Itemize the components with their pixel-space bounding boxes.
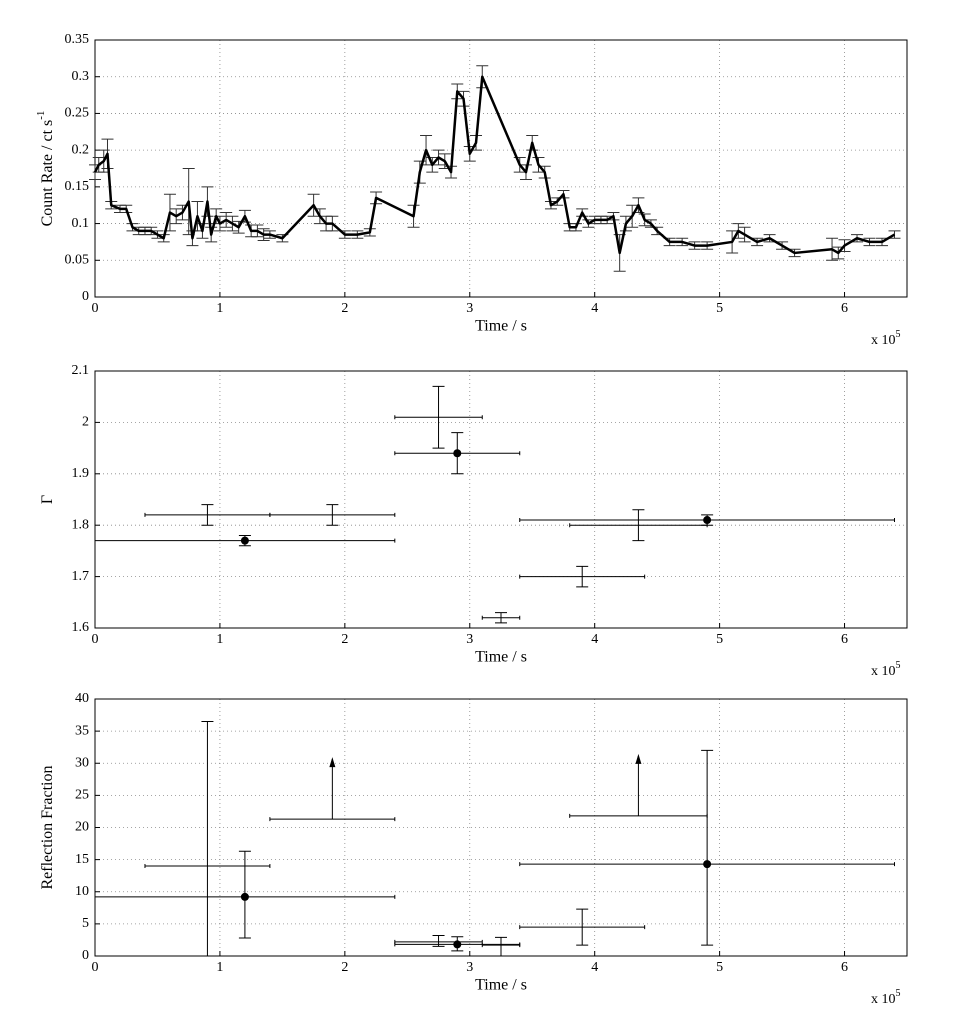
- point: [240, 892, 249, 901]
- y-axis-label-text: Γ: [39, 495, 56, 504]
- y-tick-label: 20: [75, 820, 89, 835]
- x-multiplier-exponent: 5: [896, 988, 901, 999]
- y-error-bar: [326, 504, 339, 526]
- y-error-bar: [201, 504, 214, 526]
- y-error-bar: [576, 565, 589, 588]
- x-multiplier: x 105: [871, 660, 901, 679]
- axes-frame: [94, 370, 908, 629]
- x-tick-label: 1: [216, 301, 223, 316]
- x-tick-label: 1: [216, 632, 223, 647]
- y-error-bar: [632, 509, 645, 542]
- x-axis-label: Time / s: [475, 649, 527, 666]
- y-tick-label: 0.3: [72, 69, 90, 84]
- x-multiplier-base: x 10: [871, 664, 896, 679]
- x-tick-label: 3: [466, 960, 473, 975]
- y-tick-label: 1.9: [72, 466, 90, 481]
- y-tick-label: 0.15: [65, 179, 90, 194]
- y-tick-label: 0: [82, 948, 89, 963]
- y-axis-label-text: Count Rate / ct s: [39, 120, 56, 227]
- y-axis-label: Γ: [39, 495, 56, 504]
- x-tick-label: 6: [841, 960, 848, 975]
- x-axis-label: Time / s: [475, 977, 527, 994]
- x-tick-label: 4: [591, 960, 598, 975]
- plot-area: [95, 699, 907, 956]
- y-tick-label: 1.8: [72, 517, 90, 532]
- y-tick-label: 30: [75, 755, 89, 770]
- arrow-head: [635, 753, 642, 764]
- x-tick-label: 0: [92, 301, 99, 316]
- x-tick-label: 5: [716, 301, 723, 316]
- y-tick-label: 0.1: [72, 216, 90, 231]
- x-tick-label: 6: [841, 632, 848, 647]
- y-tick-label: 25: [75, 788, 89, 803]
- y-tick-label: 2: [82, 415, 89, 430]
- count-rate-line: [93, 75, 896, 255]
- y-axis-label: Reflection Fraction: [39, 766, 56, 890]
- x-tick-label: 0: [92, 960, 99, 975]
- y-error-bar: [495, 612, 507, 624]
- y-tick-label: 0.25: [65, 106, 90, 121]
- plot-area: [95, 371, 907, 628]
- x-tick-label: 4: [591, 301, 598, 316]
- y-tick-label: 1.6: [72, 620, 90, 635]
- x-multiplier-exponent: 5: [896, 660, 901, 671]
- x-tick-label: 2: [341, 301, 348, 316]
- y-tick-label: 0.35: [65, 32, 90, 47]
- y-error-bar: [495, 936, 507, 957]
- y-axis-label-text: Reflection Fraction: [39, 766, 56, 890]
- x-tick-label: 5: [716, 632, 723, 647]
- arrow-head: [329, 757, 336, 768]
- y-axis-label: Count Rate / ct s-1: [35, 111, 56, 227]
- y-error-bar: [701, 749, 714, 946]
- x-tick-label: 3: [466, 632, 473, 647]
- x-tick-label: 0: [92, 632, 99, 647]
- panel: 0 1 2 3 4 5 6 0 0.05 0.1 0.15 0.2 0.25 0.3 0.35 Time / …: [35, 32, 908, 348]
- x-tick-label: 5: [716, 960, 723, 975]
- y-tick-label: 2.1: [72, 363, 90, 378]
- x-multiplier-base: x 10: [871, 333, 896, 348]
- y-tick-label: 5: [82, 916, 89, 931]
- x-tick-label: 1: [216, 960, 223, 975]
- x-multiplier-base: x 10: [871, 992, 896, 1007]
- point: [703, 860, 712, 869]
- y-tick-label: 10: [75, 884, 89, 899]
- x-multiplier: x 105: [871, 988, 901, 1007]
- x-tick-label: 6: [841, 301, 848, 316]
- point: [453, 940, 462, 949]
- y-axis-label-exponent: -1: [35, 111, 47, 120]
- y-tick-label: 0.2: [72, 142, 90, 157]
- x-axis-label: Time / s: [475, 318, 527, 335]
- plot-area: [95, 40, 907, 297]
- y-error-bar: [201, 720, 214, 957]
- x-multiplier: x 105: [871, 329, 901, 348]
- x-multiplier-exponent: 5: [896, 329, 901, 340]
- point: [703, 516, 712, 525]
- y-tick-label: 35: [75, 723, 89, 738]
- x-tick-label: 3: [466, 301, 473, 316]
- x-tick-label: 2: [341, 960, 348, 975]
- y-tick-label: 1.7: [72, 569, 90, 584]
- x-tick-label: 4: [591, 632, 598, 647]
- y-tick-label: 15: [75, 852, 89, 867]
- y-tick-label: 0: [82, 289, 89, 304]
- point: [453, 449, 462, 458]
- x-tick-label: 2: [341, 632, 348, 647]
- y-tick-label: 40: [75, 691, 89, 706]
- y-tick-label: 0.05: [65, 253, 90, 268]
- y-error-bar: [432, 385, 445, 449]
- y-error-bar: [576, 908, 589, 946]
- x-error-bar: [269, 817, 396, 822]
- point: [240, 536, 249, 545]
